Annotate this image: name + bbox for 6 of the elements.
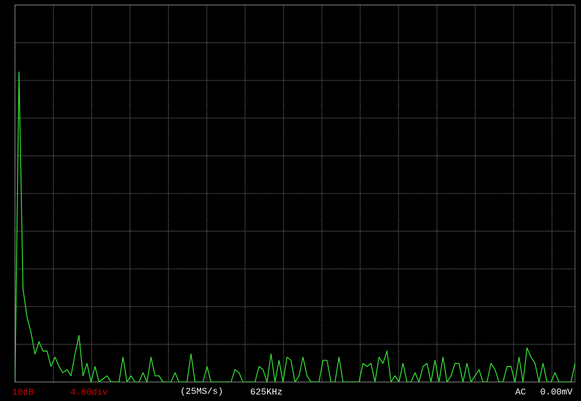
text: 10dB xyxy=(12,388,34,395)
text: (25MS/s) xyxy=(182,387,222,396)
text: 625KHz xyxy=(250,388,282,395)
text: AC xyxy=(515,388,526,395)
text: 0.00mV xyxy=(540,388,572,395)
text: 4.60div xyxy=(70,388,108,395)
